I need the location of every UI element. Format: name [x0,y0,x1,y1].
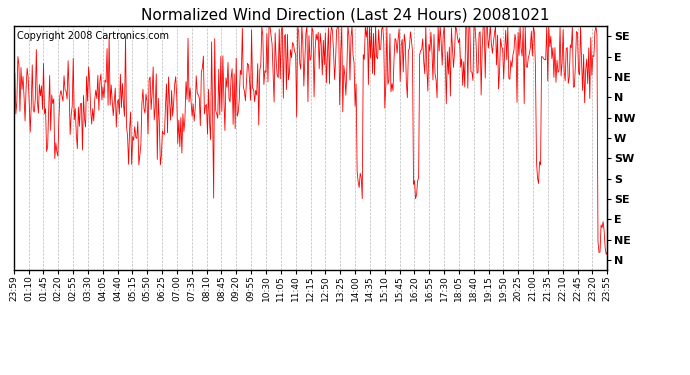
Text: Normalized Wind Direction (Last 24 Hours) 20081021: Normalized Wind Direction (Last 24 Hours… [141,8,549,22]
Text: Copyright 2008 Cartronics.com: Copyright 2008 Cartronics.com [17,31,169,41]
